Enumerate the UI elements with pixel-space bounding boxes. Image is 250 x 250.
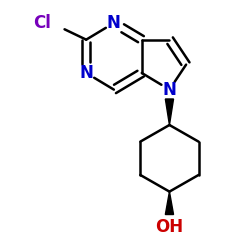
Text: OH: OH [156,218,184,236]
Text: N: N [79,64,93,82]
Text: Cl: Cl [34,14,52,32]
Polygon shape [165,192,173,214]
Text: N: N [107,14,121,32]
Text: N: N [162,80,176,98]
Polygon shape [165,99,173,125]
